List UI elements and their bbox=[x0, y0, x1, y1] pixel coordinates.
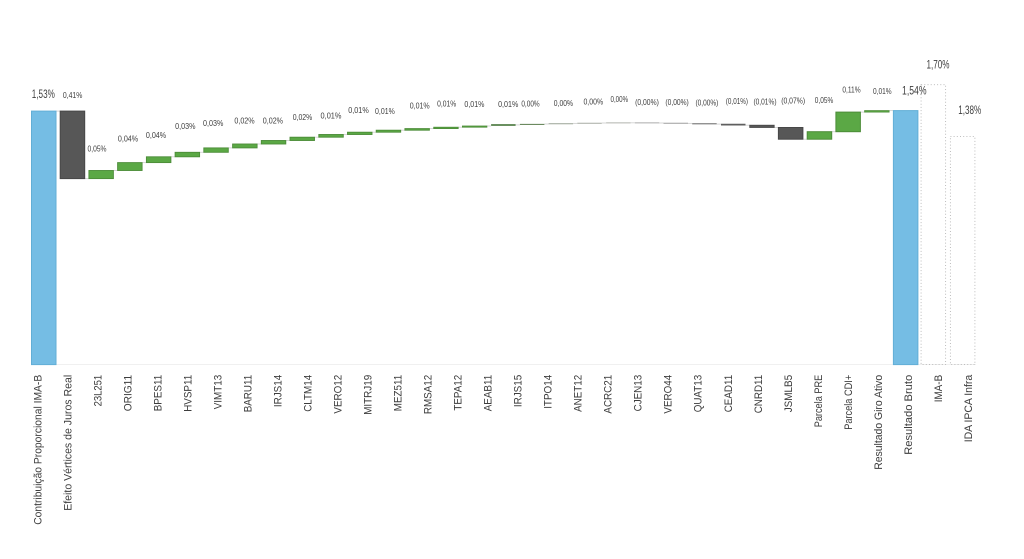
svg-text:Parcela CDI+: Parcela CDI+ bbox=[843, 375, 855, 430]
svg-text:0,01%: 0,01% bbox=[498, 99, 519, 109]
svg-text:0,01%: 0,01% bbox=[348, 105, 369, 115]
svg-text:Efeito Vértices de Juros Real: Efeito Vértices de Juros Real bbox=[62, 375, 74, 511]
svg-text:23L251: 23L251 bbox=[92, 375, 104, 407]
svg-text:0,00%: 0,00% bbox=[554, 98, 574, 108]
svg-text:0,01%: 0,01% bbox=[873, 86, 892, 96]
svg-text:1,54%: 1,54% bbox=[902, 83, 927, 97]
svg-text:0,03%: 0,03% bbox=[203, 118, 224, 128]
svg-text:0,02%: 0,02% bbox=[293, 112, 313, 122]
svg-text:0,01%: 0,01% bbox=[375, 106, 395, 116]
svg-text:0,03%: 0,03% bbox=[175, 121, 196, 131]
svg-text:HVSP11: HVSP11 bbox=[182, 375, 194, 412]
svg-text:ACRC21: ACRC21 bbox=[603, 375, 615, 414]
svg-text:RMSA12: RMSA12 bbox=[423, 375, 435, 414]
svg-text:Resultado Giro Ativo: Resultado Giro Ativo bbox=[873, 375, 885, 470]
svg-text:CJEN13: CJEN13 bbox=[633, 375, 645, 412]
svg-text:Contribuição Proporcional IMA-: Contribuição Proporcional IMA-B bbox=[32, 375, 44, 525]
svg-text:(0,01%): (0,01%) bbox=[753, 97, 776, 107]
svg-text:0,05%: 0,05% bbox=[815, 95, 834, 105]
svg-text:1,38%: 1,38% bbox=[958, 103, 981, 117]
svg-text:0,00%: 0,00% bbox=[583, 96, 603, 106]
svg-text:0,00%: 0,00% bbox=[611, 94, 629, 104]
svg-text:VERO44: VERO44 bbox=[663, 375, 675, 414]
svg-text:ITPO14: ITPO14 bbox=[543, 375, 555, 409]
svg-text:0,04%: 0,04% bbox=[146, 130, 167, 140]
svg-text:(0,00%): (0,00%) bbox=[665, 97, 689, 107]
svg-text:BARU11: BARU11 bbox=[242, 375, 254, 413]
svg-text:(0,00%): (0,00%) bbox=[635, 97, 659, 107]
svg-text:IMA-B: IMA-B bbox=[933, 375, 945, 403]
svg-text:CEAD11: CEAD11 bbox=[723, 375, 735, 413]
svg-text:1,53%: 1,53% bbox=[32, 87, 55, 101]
svg-text:VIMT13: VIMT13 bbox=[212, 375, 224, 410]
svg-text:0,01%: 0,01% bbox=[321, 110, 342, 120]
svg-text:JSMLB5: JSMLB5 bbox=[783, 375, 795, 413]
svg-text:IDA IPCA Infra: IDA IPCA Infra bbox=[963, 375, 975, 443]
svg-text:Resultado Bruto: Resultado Bruto bbox=[903, 375, 915, 455]
svg-text:(0,07%): (0,07%) bbox=[781, 96, 805, 106]
svg-text:Parcela PRE: Parcela PRE bbox=[813, 375, 825, 428]
svg-text:0,02%: 0,02% bbox=[234, 115, 255, 125]
svg-text:1,70%: 1,70% bbox=[927, 58, 950, 72]
svg-text:IRJS15: IRJS15 bbox=[513, 375, 525, 407]
svg-text:0,02%: 0,02% bbox=[263, 115, 284, 125]
svg-text:MEZ511: MEZ511 bbox=[393, 375, 405, 411]
svg-text:TEPA12: TEPA12 bbox=[453, 375, 465, 411]
svg-text:MITRJ19: MITRJ19 bbox=[363, 375, 375, 415]
svg-text:0,01%: 0,01% bbox=[410, 101, 431, 111]
svg-text:CLTM14: CLTM14 bbox=[303, 375, 315, 412]
svg-text:CNRD11: CNRD11 bbox=[753, 375, 765, 414]
svg-text:0,04%: 0,04% bbox=[118, 134, 139, 144]
svg-text:0,00%: 0,00% bbox=[521, 99, 540, 109]
svg-text:0,01%: 0,01% bbox=[464, 99, 485, 109]
svg-text:IRJS14: IRJS14 bbox=[273, 375, 285, 407]
svg-text:AEAB11: AEAB11 bbox=[483, 375, 495, 412]
svg-text:0,11%: 0,11% bbox=[842, 84, 861, 94]
svg-text:0,05%: 0,05% bbox=[88, 143, 107, 153]
svg-text:(0,00%): (0,00%) bbox=[695, 98, 718, 108]
svg-text:ORIG11: ORIG11 bbox=[122, 375, 134, 411]
svg-text:ANET12: ANET12 bbox=[573, 375, 585, 412]
svg-text:QUAT13: QUAT13 bbox=[693, 375, 705, 413]
svg-text:BPES11: BPES11 bbox=[152, 375, 164, 412]
svg-text:(0,01%): (0,01%) bbox=[726, 96, 748, 106]
svg-text:0,01%: 0,01% bbox=[437, 99, 457, 109]
svg-text:0,41%: 0,41% bbox=[63, 90, 83, 100]
svg-text:VERO12: VERO12 bbox=[333, 375, 345, 414]
